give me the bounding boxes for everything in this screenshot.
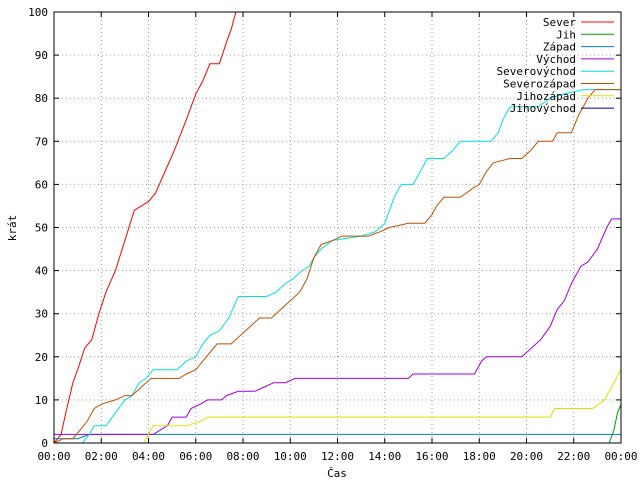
axis-ticks	[53, 11, 622, 444]
x-tick-label: 12:00	[321, 450, 354, 463]
y-tick-label: 100	[28, 6, 48, 19]
legend-label: Západ	[543, 41, 576, 54]
x-tick-label: 00:00	[604, 450, 637, 463]
y-tick-label: 20	[35, 351, 48, 364]
y-tick-label: 40	[35, 265, 48, 278]
y-axis-title: krát	[6, 215, 19, 242]
x-tick-label: 02:00	[85, 450, 118, 463]
y-tick-label: 50	[35, 222, 48, 235]
legend: SeverJihZápadVýchodSeverovýchodSeverozáp…	[497, 16, 614, 115]
series-line	[53, 11, 237, 444]
x-axis-tick-labels: 00:00 02:00 04:00 06:00 08:00 10:00 12:00 14:00…	[37, 450, 637, 463]
legend-label: Jih	[556, 28, 576, 41]
x-tick-label: 20:00	[510, 450, 543, 463]
legend-label: Jihozápad	[516, 90, 576, 103]
y-tick-label: 60	[35, 178, 48, 191]
x-tick-label: 04:00	[132, 450, 165, 463]
x-axis-title: Čas	[327, 467, 347, 480]
legend-label: Sever	[543, 16, 576, 29]
x-tick-label: 00:00	[37, 450, 70, 463]
x-tick-label: 18:00	[463, 450, 496, 463]
legend-label: Východ	[536, 53, 576, 66]
y-tick-label: 10	[35, 394, 48, 407]
y-axis-tick-labels: 0 10 20 30 40 50 60 70 80 90 100	[28, 6, 48, 450]
series-line	[54, 89, 621, 444]
legend-label: Jihovýchod	[510, 102, 576, 115]
series-line	[54, 218, 621, 435]
x-tick-label: 10:00	[274, 450, 307, 463]
series-line	[53, 89, 621, 444]
series-line	[54, 369, 622, 444]
y-tick-label: 80	[35, 92, 48, 105]
legend-label: Severovýchod	[497, 65, 576, 78]
grid	[54, 12, 621, 443]
x-tick-label: 22:00	[557, 450, 590, 463]
y-tick-label: 90	[35, 49, 48, 62]
y-tick-label: 30	[35, 308, 48, 321]
y-tick-label: 70	[35, 135, 48, 148]
x-tick-label: 14:00	[368, 450, 401, 463]
legend-label: Severozápad	[503, 78, 576, 91]
series-line	[608, 404, 622, 444]
x-tick-label: 16:00	[415, 450, 448, 463]
x-tick-label: 08:00	[226, 450, 259, 463]
x-tick-label: 06:00	[179, 450, 212, 463]
y-tick-label: 0	[41, 437, 48, 450]
